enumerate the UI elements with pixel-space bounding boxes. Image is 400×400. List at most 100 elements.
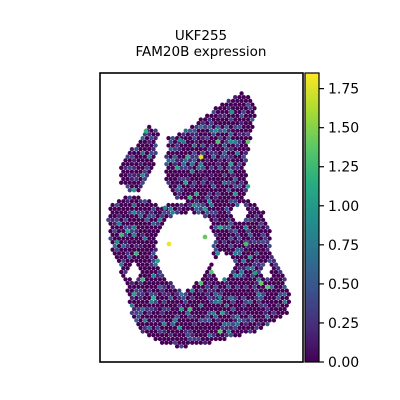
spot xyxy=(183,307,188,312)
spot xyxy=(258,258,264,263)
spot xyxy=(149,247,154,252)
spot xyxy=(162,210,167,215)
spot xyxy=(177,184,182,189)
spot xyxy=(207,318,212,323)
spot xyxy=(151,303,156,308)
spot xyxy=(220,221,225,226)
spot xyxy=(233,95,238,100)
spot xyxy=(239,314,244,319)
spot xyxy=(248,269,253,275)
spot xyxy=(213,106,218,111)
spot xyxy=(258,243,264,249)
spot xyxy=(192,150,197,156)
spot xyxy=(222,202,227,208)
spot xyxy=(142,199,148,204)
spot xyxy=(140,143,145,148)
spot xyxy=(239,321,244,327)
spot xyxy=(226,210,231,215)
spot xyxy=(220,109,225,115)
spot xyxy=(263,281,268,286)
spot xyxy=(127,202,132,208)
spot xyxy=(125,236,130,241)
spot xyxy=(207,169,212,174)
spot xyxy=(153,284,158,290)
spot xyxy=(153,240,158,245)
spot xyxy=(129,169,135,174)
spot xyxy=(248,225,253,230)
spot xyxy=(134,206,139,211)
spot xyxy=(245,124,251,130)
colorbar-tick-label: 1.75 xyxy=(328,82,359,98)
spot xyxy=(267,251,272,256)
spot xyxy=(226,329,231,334)
spot xyxy=(220,333,225,338)
spot xyxy=(151,281,156,286)
plot-frame xyxy=(99,72,304,363)
spot xyxy=(213,202,218,208)
spot xyxy=(166,165,171,170)
spot xyxy=(224,333,229,338)
spot xyxy=(233,243,238,249)
spot xyxy=(136,314,141,319)
spot xyxy=(200,173,206,178)
spot xyxy=(205,158,210,163)
spot xyxy=(207,303,212,308)
spot xyxy=(269,292,274,297)
spot xyxy=(185,318,191,323)
spot xyxy=(147,147,152,152)
spot xyxy=(198,310,203,316)
colorbar-tick-label: 1.50 xyxy=(328,121,359,137)
spot xyxy=(168,176,173,182)
spot xyxy=(162,284,167,290)
spot xyxy=(136,262,141,267)
spot xyxy=(233,228,238,234)
spot xyxy=(230,269,236,275)
spot xyxy=(243,106,249,111)
spot xyxy=(207,161,212,167)
spot xyxy=(181,147,186,152)
spot xyxy=(233,288,238,293)
spot xyxy=(153,262,158,267)
spot xyxy=(129,228,135,234)
spot xyxy=(121,206,126,211)
spot xyxy=(211,176,216,182)
spot xyxy=(226,128,231,133)
spot xyxy=(207,147,212,152)
spot xyxy=(237,243,242,249)
spot xyxy=(147,132,152,137)
spot xyxy=(140,225,145,230)
spot xyxy=(263,251,268,256)
spot xyxy=(220,243,225,249)
chart-subtitle: FAM20B expression xyxy=(136,44,267,60)
spot xyxy=(147,281,152,286)
spot xyxy=(181,318,186,323)
spot xyxy=(138,169,143,174)
spot xyxy=(177,206,182,211)
spot xyxy=(140,247,145,252)
spot xyxy=(194,295,199,301)
spot xyxy=(125,199,130,204)
spot xyxy=(220,236,225,241)
spot xyxy=(138,281,143,286)
spot xyxy=(140,150,145,156)
spot xyxy=(147,325,152,330)
spot xyxy=(159,325,165,330)
spot xyxy=(241,147,246,152)
spot xyxy=(119,210,124,215)
spot xyxy=(164,161,169,167)
spot xyxy=(243,188,249,193)
spot xyxy=(172,295,178,301)
spot xyxy=(230,128,236,133)
spot xyxy=(196,299,201,304)
spot xyxy=(190,318,195,323)
spot xyxy=(269,254,274,260)
spot xyxy=(237,199,242,204)
spot xyxy=(239,254,244,260)
spot xyxy=(265,284,270,290)
spot xyxy=(237,288,242,293)
spot xyxy=(131,210,137,215)
spot xyxy=(241,325,246,330)
spot xyxy=(224,154,229,159)
spot xyxy=(179,188,184,193)
spot xyxy=(131,284,137,290)
